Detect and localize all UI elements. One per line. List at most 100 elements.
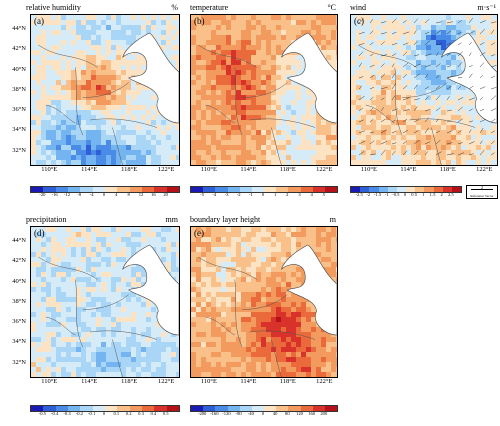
longitude-label: 118°E: [279, 166, 296, 173]
colorbar-tick-label: 80: [285, 411, 290, 416]
wind-vector: [402, 150, 408, 156]
colorbar-tick-label: 0.5: [411, 192, 418, 197]
province-boundary: [249, 330, 316, 340]
colorbar-tick-label: -3: [224, 192, 229, 197]
colorbar-tick-label: -4: [89, 192, 94, 197]
longitude-label: 118°E: [439, 166, 456, 173]
wind-vector: [490, 140, 495, 145]
latitude-label: 32°N: [12, 146, 26, 154]
colorbar-segment: [251, 406, 265, 411]
colorbar-tick-label: -8: [77, 192, 82, 197]
province-boundary: [409, 118, 476, 128]
province-boundary: [38, 44, 98, 68]
wind-vector: [391, 31, 397, 35]
colorbar-tick-label: 0: [403, 192, 407, 197]
colorbar-tick-label: -4: [212, 192, 217, 197]
wind-vector: [402, 85, 408, 90]
wind-vector: [457, 142, 463, 145]
wind-vector: [479, 149, 485, 156]
colorbar-segment: [67, 187, 81, 192]
latitude-label: 38°N: [12, 85, 26, 93]
wind-vector: [446, 42, 452, 46]
colorbar-segment: [312, 187, 325, 192]
colorbar-tick-label: 0.3: [138, 411, 144, 416]
colorbar-segment: [415, 187, 425, 192]
wind-vector: [380, 107, 384, 112]
colorbar-tick-label: -0.3: [63, 411, 71, 416]
latitude-label: 42°N: [12, 257, 26, 265]
colorbar: [190, 405, 338, 412]
wind-vector: [424, 141, 431, 145]
province-boundary: [271, 339, 282, 377]
wind-vector: [490, 130, 495, 134]
wind-vector: [457, 42, 462, 46]
province-boundary: [234, 67, 243, 136]
wind-vector: [380, 149, 386, 156]
colorbar-tick-label: -0.2: [75, 411, 83, 416]
province-boundary: [242, 294, 288, 310]
wind-vector: [435, 63, 441, 68]
colorbar-segment: [117, 187, 130, 192]
wind-vector: [457, 85, 462, 90]
colorbar-ticks: -20 -16 -12 -8 -4 0 4 8 12 16 20: [30, 192, 178, 200]
wind-vector: [424, 64, 431, 68]
panel-label: (e): [194, 228, 204, 238]
latitude-label: 34°N: [12, 338, 26, 346]
wind-vector: [479, 20, 486, 24]
colorbar-tick-label: -160: [210, 411, 219, 416]
colorbar-tick-label: 2: [440, 192, 443, 197]
colorbar-segment: [166, 187, 179, 192]
wind-vector: [457, 76, 463, 79]
latitude-label: 42°N: [12, 45, 26, 53]
lat-axis: 44°N 42°N 40°N 38°N 36°N 34°N 32°N: [2, 14, 28, 164]
wind-vector: [413, 73, 420, 79]
colorbar-segment: [215, 406, 228, 411]
colorbar-ticks: -200 -160 -120 -80 -40 0 40 80 120 160 200: [190, 411, 336, 419]
province-boundary: [242, 82, 288, 98]
colorbar-segment: [300, 406, 313, 411]
panel-label: (b): [194, 16, 205, 26]
longitude-label: 110°E: [360, 166, 378, 173]
wind-vector: [380, 73, 386, 79]
wind-vector: [358, 76, 364, 79]
panel-label: (d): [34, 228, 45, 238]
wind-vector: [435, 94, 441, 101]
wind-vector: [413, 63, 421, 68]
panel-label: (a): [34, 16, 44, 26]
colorbar-tick-label: 1: [422, 192, 425, 197]
province-boundary: [198, 44, 257, 68]
colorbar-tick-label: 0.2: [125, 411, 132, 416]
wind-vector: [446, 96, 450, 101]
wind-vector: [446, 30, 452, 35]
colorbar-segment: [227, 187, 240, 192]
latitude-label: 40°N: [12, 65, 26, 73]
lat-axis: 44°N 42°N 40°N 38°N 36°N 34°N 32°N: [2, 226, 28, 376]
wind-vector: [424, 109, 431, 112]
field-shading: [351, 15, 497, 165]
wind-vector: [413, 54, 420, 57]
province-boundary: [205, 104, 235, 124]
colorbar-tick-label: -0.5: [38, 411, 46, 416]
wind-vector: [358, 107, 364, 112]
reference-vector-label: Reference Vector: [470, 194, 494, 198]
lon-axis: 110°E 114°E 118°E 122°E: [30, 378, 178, 388]
colorbar-segment: [31, 187, 44, 192]
colorbar-tick-label: 160: [308, 411, 316, 416]
wind-vector: [457, 118, 464, 123]
colorbar-segment: [424, 187, 434, 192]
colorbar-segment: [369, 187, 379, 192]
wind-vector: [402, 42, 409, 46]
wind-vector: [391, 73, 396, 79]
colorbar-tick-label: 8: [127, 192, 130, 197]
wind-vector: [424, 117, 429, 123]
colorbar-tick-label: 200: [320, 411, 328, 416]
colorbar-tick-label: 0: [102, 411, 106, 416]
colorbar-tick-label: 2: [286, 192, 289, 197]
longitude-label: 118°E: [121, 378, 138, 385]
wind-vector: [358, 119, 364, 123]
wind-vector: [369, 96, 374, 101]
wind-vector: [490, 54, 496, 57]
colorbar-segment: [300, 187, 313, 192]
colorbar-tick-label: -2: [366, 192, 371, 197]
province-boundary: [402, 82, 448, 98]
